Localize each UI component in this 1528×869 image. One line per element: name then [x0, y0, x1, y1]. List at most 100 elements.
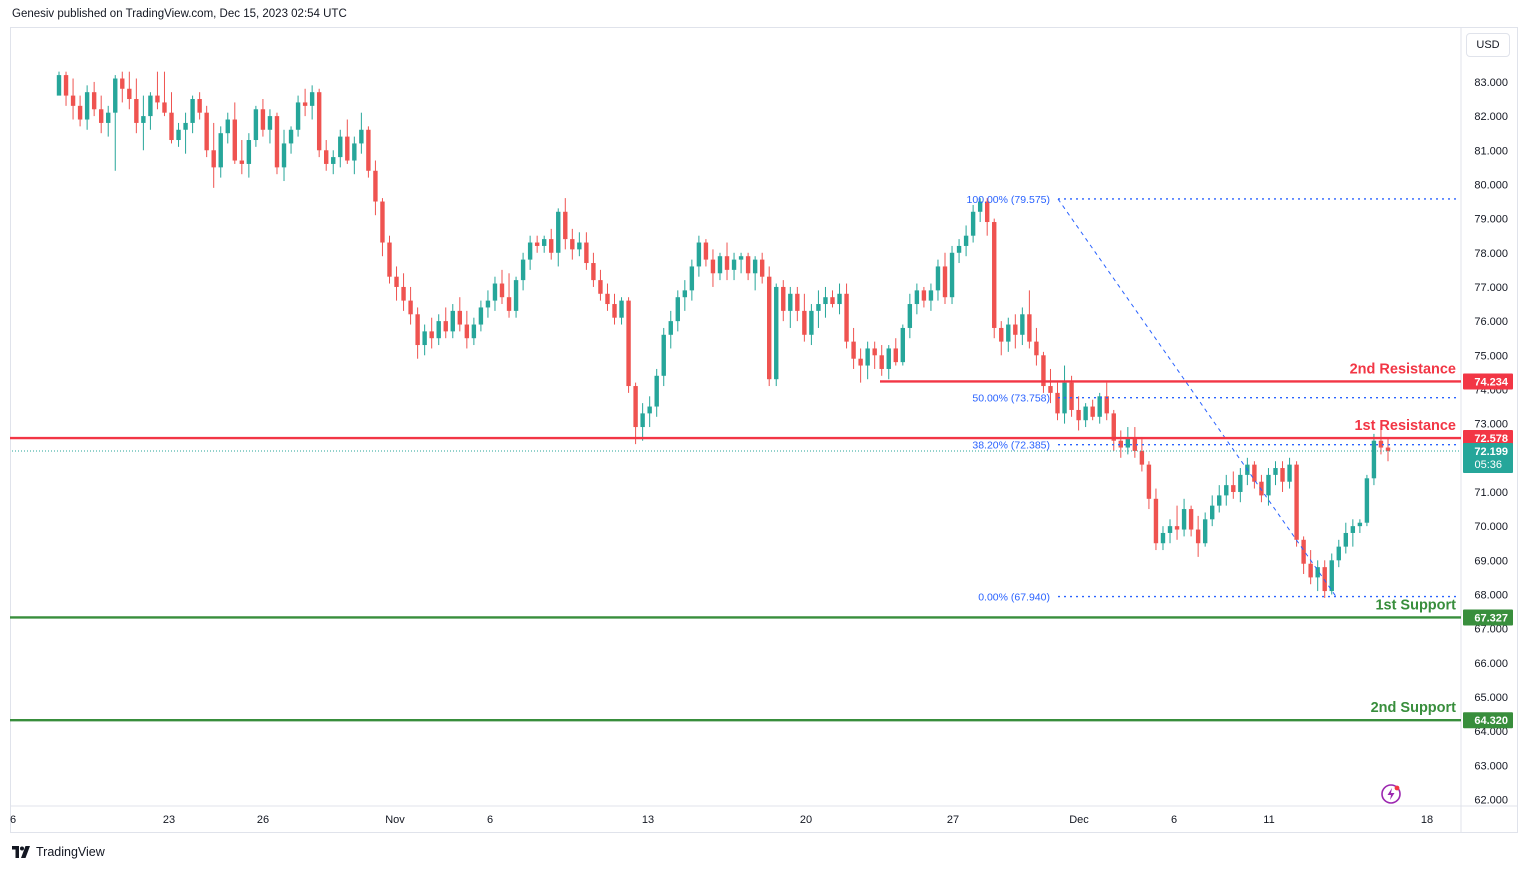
candle	[485, 290, 491, 318]
candle	[422, 324, 427, 356]
candle	[1210, 495, 1215, 527]
candle	[1371, 433, 1377, 486]
candle	[563, 198, 568, 250]
candle	[366, 126, 371, 178]
candle	[387, 235, 392, 284]
candle	[584, 232, 589, 270]
candle	[1343, 522, 1349, 554]
candle	[450, 304, 455, 339]
lightning-icon[interactable]	[1379, 782, 1403, 806]
candle	[1266, 468, 1271, 506]
fibonacci-layer: 100.00% (79.575) 50.00% (73.758) 38.20% (7…	[967, 194, 1459, 604]
svg-text:64.320: 64.320	[1474, 715, 1508, 727]
price-tick-label: 62.000	[1474, 795, 1508, 807]
candle	[696, 235, 702, 277]
candle	[197, 92, 202, 120]
candle	[134, 78, 139, 134]
candle	[443, 307, 448, 339]
candle	[759, 252, 765, 284]
candle	[345, 119, 350, 164]
candle	[816, 290, 821, 328]
candle	[647, 396, 652, 428]
time-tick-label: 13	[642, 814, 654, 826]
price-tick-label: 76.000	[1474, 316, 1508, 328]
candle	[281, 129, 287, 182]
candle	[288, 126, 294, 154]
candle	[992, 218, 997, 339]
candle	[1308, 550, 1313, 585]
candle	[830, 290, 835, 308]
candle	[534, 235, 540, 253]
candle	[619, 297, 624, 325]
candle	[155, 71, 160, 110]
candle	[84, 85, 90, 130]
candle	[1378, 427, 1384, 455]
candle	[598, 269, 603, 301]
candle	[717, 252, 723, 281]
candle	[408, 286, 413, 325]
candle	[977, 198, 983, 223]
price-tick-label: 67.000	[1474, 624, 1508, 636]
candle	[401, 273, 406, 311]
candle	[1132, 427, 1138, 458]
candle	[331, 150, 336, 175]
price-tick-label: 71.000	[1474, 487, 1508, 499]
currency-button[interactable]: USD	[1466, 33, 1510, 57]
time-tick-label: 18	[1421, 814, 1433, 826]
candle	[802, 293, 807, 342]
candle	[106, 105, 111, 137]
price-tick-label: 79.000	[1474, 214, 1508, 226]
candle	[633, 382, 638, 445]
candle	[626, 297, 631, 393]
fib-level-label: 100.00% (79.575)	[967, 194, 1050, 206]
candle	[1315, 560, 1320, 592]
candle	[176, 122, 181, 147]
candle	[1357, 519, 1363, 533]
candle	[324, 140, 329, 171]
last-price-value: 72.199	[1474, 446, 1508, 458]
candle	[1224, 474, 1229, 506]
candle	[893, 338, 898, 366]
candle	[190, 95, 195, 134]
candle	[682, 280, 688, 311]
candle	[70, 78, 76, 120]
candle	[380, 198, 385, 257]
time-tick-label: 11	[1263, 814, 1274, 826]
candle	[1364, 474, 1370, 527]
candle	[98, 95, 104, 134]
candle	[204, 105, 209, 158]
candle	[556, 208, 561, 267]
chart-frame	[10, 27, 1518, 833]
candle	[1034, 327, 1039, 366]
footer-brand-text: TradingView	[36, 845, 105, 859]
candle	[844, 283, 849, 349]
level-label: 2nd Resistance	[1350, 361, 1456, 377]
candle	[1259, 474, 1264, 503]
level-price-tag: 74.234	[1463, 373, 1513, 390]
candle	[984, 198, 990, 236]
candle	[541, 235, 547, 253]
candle	[1006, 317, 1011, 352]
candle	[907, 293, 913, 339]
candle	[1104, 382, 1109, 421]
candle	[513, 276, 519, 318]
candle	[1062, 365, 1067, 424]
candle	[1146, 461, 1152, 510]
candle	[1252, 461, 1257, 489]
candle	[1167, 519, 1173, 544]
candle	[928, 283, 934, 311]
price-tick-label: 83.000	[1474, 77, 1508, 89]
candle	[218, 126, 223, 178]
fib-trend-line	[1057, 198, 1337, 597]
candle	[1181, 498, 1187, 537]
candles-layer	[12, 71, 1461, 598]
candle	[211, 122, 216, 188]
candle	[232, 102, 237, 164]
candle	[612, 293, 617, 325]
candle	[605, 283, 610, 311]
price-tick-label: 65.000	[1474, 692, 1508, 704]
candle	[1076, 396, 1081, 431]
candle	[752, 256, 758, 291]
footer-branding: TradingView	[12, 843, 105, 861]
